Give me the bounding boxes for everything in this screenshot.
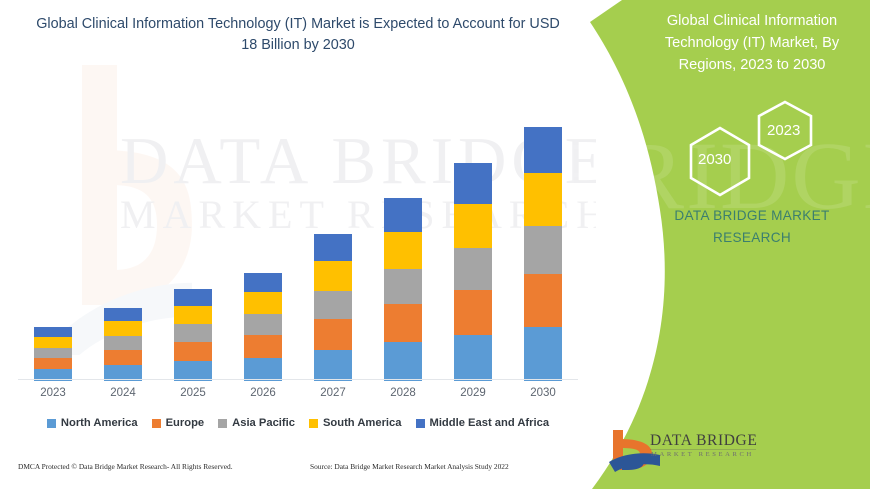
logo-tagline: MARKET RESEARCH (651, 451, 754, 458)
bar-segment[interactable] (174, 324, 212, 342)
bar-segment[interactable] (104, 350, 142, 365)
bar-segment[interactable] (454, 290, 492, 335)
green-background-shape (590, 0, 870, 489)
bar-segment[interactable] (524, 327, 562, 381)
bar-segment[interactable] (104, 321, 142, 336)
bar-segment[interactable] (34, 369, 72, 381)
bar-segment[interactable] (314, 350, 352, 381)
legend-item[interactable]: South America (308, 417, 402, 429)
copyright-text: DMCA Protected © Data Bridge Market Rese… (18, 462, 233, 471)
bar-segment[interactable] (524, 226, 562, 274)
bar-segment[interactable] (384, 232, 422, 269)
bar-segment[interactable] (34, 348, 72, 358)
bar-stack[interactable] (104, 308, 142, 381)
bar-segment[interactable] (244, 335, 282, 358)
x-axis-label: 2025 (180, 387, 206, 399)
legend-swatch-icon (151, 418, 161, 428)
source-text: Source: Data Bridge Market Research Mark… (310, 462, 509, 471)
bar-segment[interactable] (524, 274, 562, 327)
x-axis-label: 2029 (460, 387, 486, 399)
panel-title: Global Clinical Information Technology (… (664, 13, 840, 73)
legend-swatch-icon (415, 418, 425, 428)
logo-divider (650, 449, 756, 450)
bar-segment[interactable] (454, 335, 492, 381)
green-panel: BRIDGE Global Clinical Information Techn… (564, 0, 870, 489)
legend-item[interactable]: Asia Pacific (218, 417, 295, 429)
bar-segment[interactable] (174, 342, 212, 361)
bar-stack[interactable] (174, 289, 212, 381)
hex-label-2030: 2030 (698, 151, 732, 168)
bar-segment[interactable] (524, 127, 562, 173)
chart-plot-area (18, 105, 578, 381)
hexagon-pair: 2023 2030 (648, 95, 848, 200)
legend-item[interactable]: North America (46, 417, 138, 429)
bar-stack[interactable] (34, 327, 72, 381)
bar-segment[interactable] (384, 269, 422, 304)
bar-segment[interactable] (104, 336, 142, 350)
bar-segment[interactable] (314, 234, 352, 261)
bar-segment[interactable] (454, 163, 492, 204)
legend-item[interactable]: Middle East and Africa (415, 417, 550, 429)
x-axis-label: 2024 (110, 387, 136, 399)
bar-segment[interactable] (454, 204, 492, 248)
x-axis-label: 2030 (530, 387, 556, 399)
bar-segment[interactable] (34, 358, 72, 369)
logo-name: DATA BRIDGE (650, 432, 758, 449)
footer: DMCA Protected © Data Bridge Market Rese… (0, 458, 596, 482)
x-axis-label: 2027 (320, 387, 346, 399)
data-bridge-logo-icon (609, 430, 660, 472)
bar-segment[interactable] (244, 273, 282, 292)
x-axis-label: 2026 (250, 387, 276, 399)
hex-label-2023: 2023 (767, 122, 801, 139)
chart-panel: DATA BRIDGE MARKET RESEARCH Global Clini… (0, 16, 596, 482)
bar-segment[interactable] (244, 314, 282, 335)
bar-segment[interactable] (174, 361, 212, 381)
x-axis-label: 2028 (390, 387, 416, 399)
bar-segment[interactable] (384, 342, 422, 381)
bar-segment[interactable] (244, 358, 282, 381)
bar-segment[interactable] (104, 365, 142, 381)
x-axis-line (18, 379, 578, 380)
bar-stack[interactable] (384, 198, 422, 381)
legend-item[interactable]: Europe (151, 417, 205, 429)
bar-segment[interactable] (34, 337, 72, 348)
bar-segment[interactable] (174, 306, 212, 324)
x-axis-label: 2023 (40, 387, 66, 399)
bar-segment[interactable] (314, 261, 352, 291)
bar-stack[interactable] (454, 163, 492, 381)
bar-segment[interactable] (314, 291, 352, 319)
bar-segment[interactable] (244, 292, 282, 314)
chart-legend: North America Europe Asia Pacific South Ame… (0, 417, 596, 429)
bar-segment[interactable] (524, 173, 562, 226)
bar-stack[interactable] (524, 127, 562, 381)
bar-segment[interactable] (314, 319, 352, 350)
legend-label: Europe (165, 417, 205, 429)
legend-label: North America (60, 417, 138, 429)
legend-swatch-icon (308, 418, 318, 428)
bar-segment[interactable] (384, 198, 422, 232)
panel-brand: DATA BRIDGE MARKET RESEARCH (674, 208, 830, 245)
page-title: Global Clinical Information Technology (… (36, 16, 560, 53)
legend-label: Asia Pacific (232, 417, 295, 429)
hexagons-icon (689, 100, 813, 197)
x-axis-labels: 2023 2024 2025 2026 2027 2028 2029 2030 (18, 387, 578, 405)
bar-segment[interactable] (384, 304, 422, 342)
bar-segment[interactable] (454, 248, 492, 290)
bar-segment[interactable] (174, 289, 212, 306)
bar-segment[interactable] (104, 308, 142, 321)
legend-swatch-icon (218, 418, 228, 428)
legend-label: South America (322, 417, 402, 429)
bar-segment[interactable] (34, 327, 72, 337)
legend-swatch-icon (46, 418, 56, 428)
legend-label: Middle East and Africa (429, 417, 550, 429)
bar-stack[interactable] (244, 273, 282, 381)
bar-stack[interactable] (314, 234, 352, 381)
